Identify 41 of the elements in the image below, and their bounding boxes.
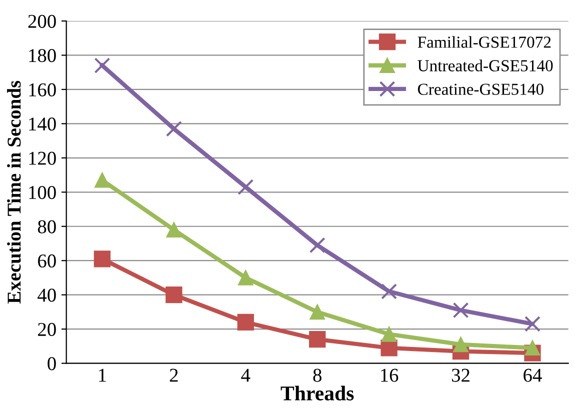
legend-label: Creatine-GSE5140 (418, 84, 544, 95)
y-tick-label: 20 (38, 322, 56, 336)
legend-label: Familial-GSE17072 (418, 36, 551, 48)
x-tick-label: 16 (381, 368, 398, 382)
point (524, 316, 540, 332)
point (94, 58, 110, 74)
point (166, 286, 182, 304)
point (309, 331, 326, 348)
point (524, 340, 540, 356)
y-tick-label: 120 (29, 152, 56, 165)
y-tick-label: 60 (38, 254, 56, 268)
x-tick-label: 4 (241, 368, 250, 382)
x-tick-label: 64 (524, 368, 542, 382)
x-tick-label: 32 (452, 368, 470, 382)
x-tick-label: 2 (170, 368, 178, 382)
point (309, 237, 326, 254)
y-tick-label: 80 (38, 220, 56, 234)
point (381, 326, 397, 342)
x-axis-title: Threads (280, 386, 354, 400)
y-tick-label: 200 (28, 14, 56, 28)
point (94, 172, 110, 188)
y-tick-label: 180 (29, 49, 56, 62)
legend-label: Untreated-GSE5140 (418, 60, 553, 72)
point (166, 222, 182, 238)
point (166, 120, 182, 137)
point (238, 179, 254, 196)
point (453, 336, 468, 352)
point (237, 314, 254, 331)
point (452, 302, 469, 318)
y-tick-label: 140 (29, 118, 56, 131)
point (238, 270, 254, 286)
point (94, 250, 111, 268)
y-tick-label: 40 (38, 288, 56, 302)
point (381, 283, 398, 300)
y-tick-label: 0 (48, 357, 56, 370)
y-axis-title: Execution Time in Seconds (7, 80, 21, 304)
x-tick-label: 8 (313, 368, 322, 382)
point (310, 304, 325, 320)
x-tick-label: 1 (99, 368, 106, 382)
y-tick-label: 160 (29, 83, 56, 96)
y-tick-label: 100 (29, 186, 56, 200)
